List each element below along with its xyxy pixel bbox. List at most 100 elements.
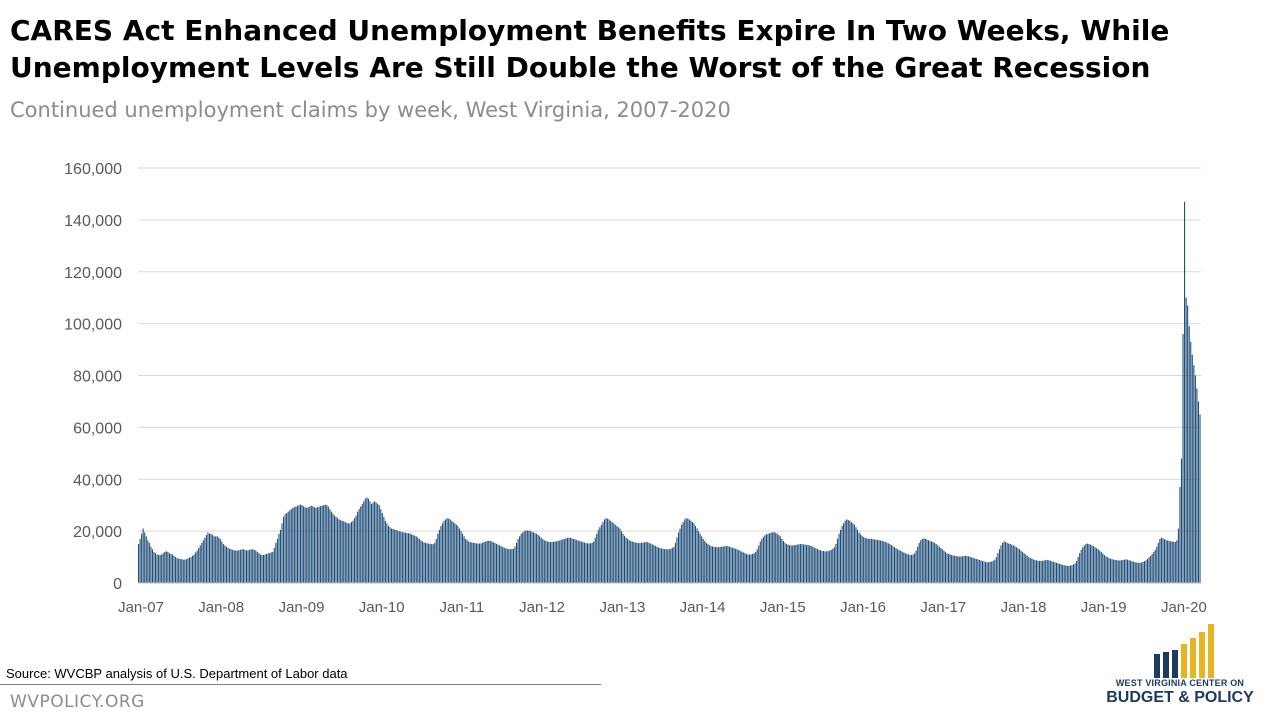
bar [412, 535, 414, 583]
bar [998, 549, 1000, 583]
bar [151, 549, 153, 583]
bar [1182, 334, 1184, 583]
bar [651, 544, 653, 583]
bar [340, 520, 342, 583]
bar [699, 533, 701, 583]
bar [1191, 354, 1193, 583]
bar [292, 507, 294, 583]
bar [733, 548, 735, 583]
bar [640, 542, 643, 583]
bar [489, 540, 491, 583]
bar [1086, 543, 1088, 583]
bar [1111, 559, 1113, 583]
bar [897, 549, 899, 583]
bar [1150, 555, 1152, 583]
bar [502, 546, 504, 583]
bar [964, 555, 967, 583]
bar [276, 538, 278, 583]
bar [357, 511, 359, 583]
bar [153, 551, 155, 584]
bar [677, 532, 680, 583]
bar [286, 512, 288, 583]
bar [499, 545, 501, 583]
bar [1072, 564, 1075, 583]
bar [1170, 541, 1172, 583]
bar [337, 518, 339, 583]
bar [148, 542, 150, 583]
bar [764, 535, 766, 583]
bar [469, 542, 471, 583]
bar [424, 542, 427, 583]
bar [1093, 546, 1095, 583]
bar [381, 512, 383, 583]
source-divider [0, 684, 601, 685]
bar [620, 531, 622, 584]
bar [313, 507, 315, 583]
chart-title: CARES Act Enhanced Unemployment Benefits… [10, 12, 1270, 86]
x-tick-label: Jan-18 [1001, 599, 1047, 616]
bar [657, 547, 660, 583]
bar [1008, 543, 1010, 583]
bar [1113, 559, 1115, 583]
bar [623, 535, 626, 583]
bar [445, 519, 447, 583]
bar [192, 555, 194, 583]
bar [434, 542, 436, 583]
y-axis-tick-labels: 0 20,000 40,000 60,000 80,000 100,000 120,000 1… [64, 161, 122, 593]
bar [995, 557, 997, 583]
bar [611, 522, 613, 583]
bar [798, 544, 800, 583]
bar [929, 540, 931, 583]
bar [907, 554, 909, 583]
bar [1136, 562, 1138, 583]
bar [323, 505, 325, 583]
bar [438, 529, 440, 583]
bar [694, 525, 697, 583]
bar [1015, 547, 1017, 583]
bar [872, 539, 874, 583]
wvcbp-logo: WEST VIRGINIA CENTER ON BUDGET & POLICY [1100, 622, 1260, 718]
bar [418, 538, 420, 583]
bar [225, 546, 228, 583]
bar [517, 538, 519, 583]
bar [748, 554, 751, 583]
bar [1020, 550, 1022, 583]
bar [784, 542, 786, 583]
website-link[interactable]: WVPOLICY.ORG [10, 692, 145, 712]
bar [253, 549, 255, 583]
bar [477, 543, 479, 583]
bar [728, 546, 730, 583]
bar [252, 549, 254, 583]
bar [392, 529, 394, 583]
bar [472, 542, 474, 583]
bar [508, 549, 510, 583]
bar [375, 502, 377, 583]
bar [816, 549, 818, 583]
bar [281, 523, 283, 583]
bar [1042, 560, 1044, 583]
bar [394, 529, 396, 583]
bar [511, 549, 513, 583]
bar [957, 556, 959, 583]
bar [366, 497, 368, 583]
bar [745, 553, 747, 583]
bar [789, 545, 791, 583]
bar [1003, 541, 1005, 583]
bar [563, 538, 565, 583]
bar [1117, 560, 1119, 583]
bar [553, 541, 555, 583]
x-tick-label: Jan-13 [599, 599, 645, 616]
bar [295, 506, 297, 583]
bar [241, 549, 243, 583]
bar [932, 542, 934, 583]
bar [1034, 559, 1036, 583]
bar [562, 539, 564, 583]
bar [506, 548, 508, 583]
source-note: Source: WVCBP analysis of U.S. Departmen… [6, 666, 348, 681]
bar [577, 540, 579, 583]
bar [906, 553, 908, 583]
bar [407, 533, 410, 583]
bar [904, 553, 906, 583]
bar [576, 539, 578, 583]
bar [443, 520, 445, 583]
